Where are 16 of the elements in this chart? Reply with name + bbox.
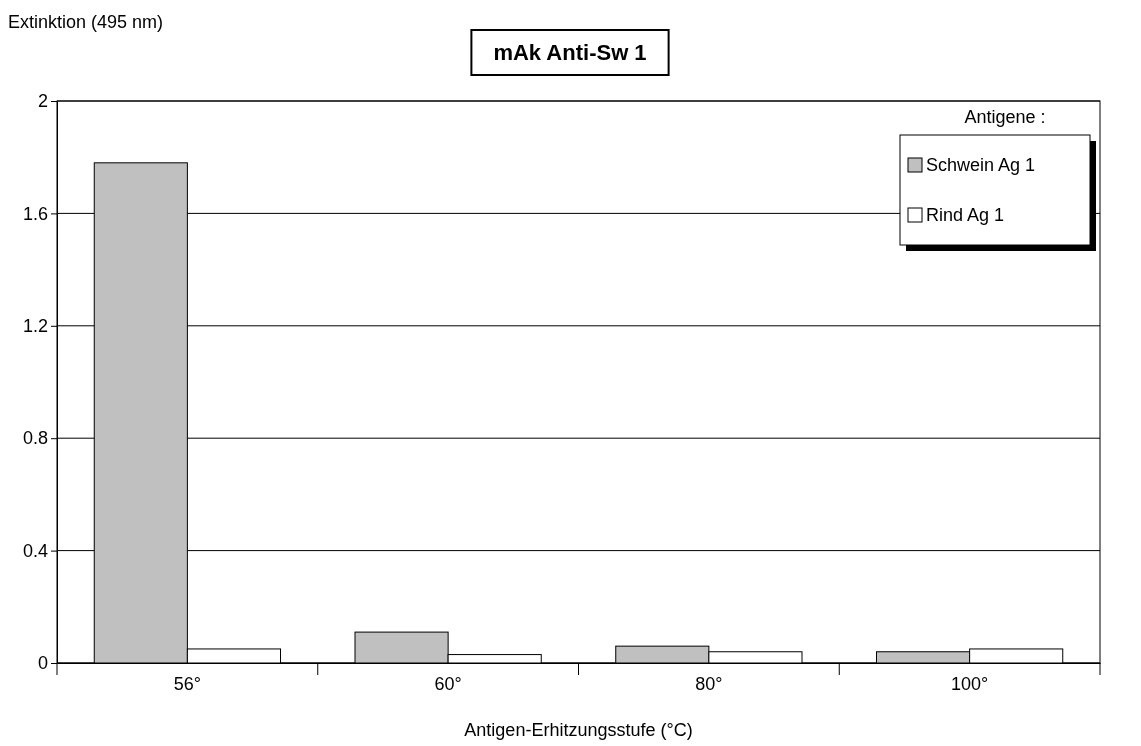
chart-title: mAk Anti-Sw 1 bbox=[493, 40, 647, 65]
y-tick-label: 1.6 bbox=[22, 203, 48, 224]
y-axis-title: Extinktion (495 nm) bbox=[8, 12, 164, 32]
x-tick-label: 56° bbox=[173, 673, 201, 694]
y-tick-label: 2 bbox=[37, 91, 48, 112]
y-tick-label: 0 bbox=[37, 653, 48, 674]
x-tick-label: 60° bbox=[434, 673, 462, 694]
y-tick-label: 0.4 bbox=[22, 540, 48, 561]
legend-label: Rind Ag 1 bbox=[926, 205, 1005, 225]
y-tick-label: 0.8 bbox=[22, 428, 48, 449]
x-tick-label: 80° bbox=[695, 673, 723, 694]
legend-title: Antigene : bbox=[964, 107, 1046, 127]
x-tick-label: 100° bbox=[951, 673, 989, 694]
legend-label: Schwein Ag 1 bbox=[926, 155, 1036, 175]
y-tick-label: 1.2 bbox=[22, 316, 48, 337]
x-axis-title: Antigen-Erhitzungsstufe (°C) bbox=[464, 720, 693, 740]
